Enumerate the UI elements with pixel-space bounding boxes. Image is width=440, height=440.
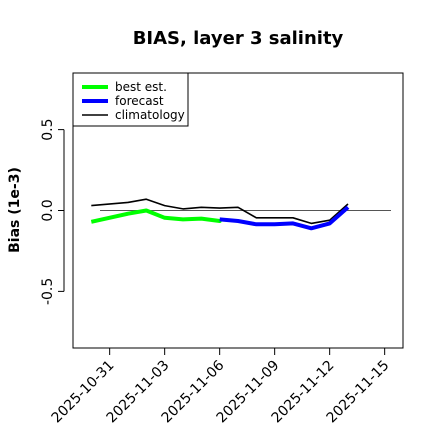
series-line-best-est bbox=[90, 208, 222, 224]
series-line-forecast bbox=[219, 205, 350, 231]
chart-title: BIAS, layer 3 salinity bbox=[133, 28, 344, 49]
x-axis: 2025-10-312025-11-032025-11-062025-11-09… bbox=[49, 347, 393, 426]
series-layer bbox=[90, 198, 350, 231]
legend-label: best est. bbox=[115, 80, 167, 94]
legend-label: climatology bbox=[115, 108, 185, 122]
y-tick-label: 0.0 bbox=[40, 199, 56, 221]
y-axis: -0.5 0.0 0.5 bbox=[40, 118, 65, 305]
y-tick-label: 0.5 bbox=[40, 118, 56, 140]
y-axis-label: Bias (1e-3) bbox=[7, 167, 23, 253]
legend-label: forecast bbox=[115, 94, 164, 108]
y-tick-label: -0.5 bbox=[40, 278, 56, 305]
series-line-climatology bbox=[91, 198, 349, 225]
